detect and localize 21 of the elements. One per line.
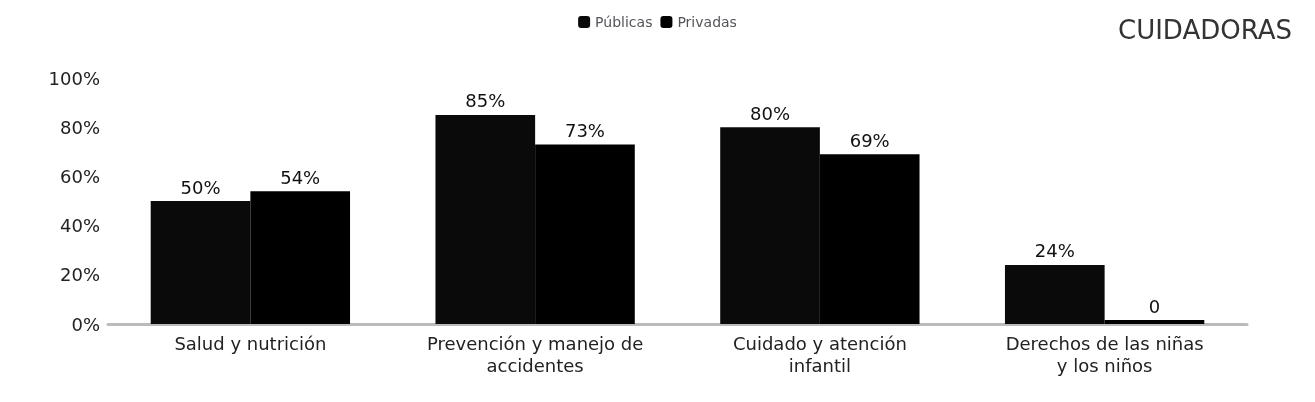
- y-tick-label: 60%: [59, 165, 100, 187]
- data-label: 85%: [465, 90, 506, 112]
- y-tick-label: 0%: [71, 313, 100, 335]
- legend-label: Públicas: [595, 14, 653, 30]
- x-tick-label: Prevención y manejo de accidentes: [426, 332, 644, 376]
- data-label: 80%: [750, 102, 791, 124]
- data-label: 69%: [849, 129, 890, 151]
- data-label: 54%: [280, 166, 321, 188]
- y-tick-label: 20%: [59, 264, 100, 286]
- x-tick-label: Cuidado y atención infantil: [732, 332, 907, 376]
- data-label: 50%: [180, 176, 221, 198]
- data-label: 24%: [1034, 240, 1075, 262]
- y-tick-label: 80%: [59, 116, 100, 138]
- x-tick-label: Derechos de las niñas y los niños: [1005, 332, 1204, 376]
- chart-title: CUIDADORAS: [1118, 15, 1293, 45]
- legend-label: Privadas: [677, 14, 737, 30]
- y-tick-label: 100%: [48, 67, 100, 89]
- x-tick-label: Salud y nutrición: [174, 332, 327, 354]
- data-label: 73%: [564, 119, 605, 141]
- y-tick-label: 40%: [59, 215, 100, 237]
- data-label: 0: [1148, 295, 1161, 317]
